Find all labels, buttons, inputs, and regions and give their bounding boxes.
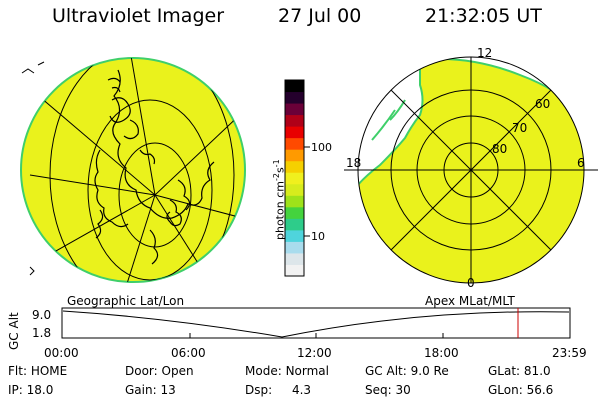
mlat-label-70: 70 [512, 121, 528, 135]
altitude-y-max: 9.0 [32, 308, 52, 322]
status-glon: GLon: 56.6 [488, 383, 554, 397]
colorbar-segment [285, 264, 304, 277]
colorbar-segment [285, 195, 304, 208]
image-date: 27 Jul 00 [278, 5, 362, 27]
colorbar-segment [285, 149, 304, 162]
status-mode: Mode: Normal [245, 364, 329, 378]
colorbar-segment [285, 103, 304, 116]
status-seq: Seq: 30 [365, 383, 411, 397]
mode-value: Normal [285, 364, 329, 378]
status-ip: IP: 18.0 [8, 383, 54, 397]
uv-image-disk-left [20, 57, 246, 283]
colorbar-segment [285, 241, 304, 254]
instrument-title: Ultraviolet Imager [52, 5, 225, 27]
mlt-label-18: 18 [346, 156, 362, 170]
gcalt-value: 9.0 Re [410, 364, 449, 378]
glat-value: 81.0 [523, 364, 551, 378]
status-gcalt: GC Alt: 9.0 Re [365, 364, 449, 378]
colorbar-segment [285, 91, 304, 104]
flt-value: HOME [30, 364, 68, 378]
coast-fragment-nw [21, 61, 45, 74]
colorbar-unit-label: photon cm-2s-1 [272, 159, 287, 240]
colorbar-segment [285, 160, 304, 173]
colorbar-segment [285, 183, 304, 196]
status-flt: Flt: HOME [8, 364, 68, 378]
coastlines [94, 69, 215, 265]
uv-image-disk-right [358, 58, 584, 283]
altitude-plot [61, 307, 571, 339]
x-tick-1800: 18:00 [424, 346, 459, 360]
x-tick-0000: 00:00 [44, 346, 79, 360]
coast-fragment-sw [29, 266, 35, 276]
glon-value: 56.6 [526, 383, 554, 397]
colorbar-segment [285, 172, 304, 185]
status-dsp: Dsp: 4.3 [245, 383, 312, 397]
x-tick-1200: 12:00 [297, 346, 332, 360]
colorbar-segment [285, 218, 304, 231]
magnetic-polar-plot [344, 56, 598, 284]
colorbar-segment [285, 229, 304, 242]
altitude-x-ticks [189, 333, 444, 338]
dsp-value: 4.3 [291, 383, 312, 397]
colorbar-segment [285, 206, 304, 219]
image-time: 21:32:05 UT [425, 5, 542, 27]
ip-value: 18.0 [26, 383, 54, 397]
mlt-label-6: 6 [577, 156, 585, 170]
mlat-label-80: 80 [492, 142, 508, 156]
mlt-label-12: 12 [477, 46, 493, 60]
colorbar-label-10: 10 [311, 230, 325, 243]
gain-value: 13 [160, 383, 176, 397]
colorbar-segment [285, 80, 304, 93]
colorbar-segment [285, 126, 304, 139]
status-gain: Gain: 13 [125, 383, 176, 397]
colorbar-segment [285, 114, 304, 127]
color-scale-frame [284, 79, 305, 277]
x-tick-0600: 06:00 [171, 346, 206, 360]
lat-lon-grid [21, 58, 245, 282]
mlat-mlt-grid [344, 56, 598, 284]
colorbar-segment [285, 137, 304, 150]
mlt-label-0: 0 [467, 276, 475, 290]
altitude-axis-title: GC Alt [7, 312, 21, 350]
status-glat: GLat: 81.0 [488, 364, 551, 378]
status-door: Door: Open [125, 364, 194, 378]
colorbar-label-100: 100 [311, 141, 332, 154]
geographic-caption: Geographic Lat/Lon [67, 294, 185, 308]
altitude-y-min: 1.8 [32, 326, 52, 340]
mlat-label-60: 60 [535, 97, 551, 111]
geographic-map [20, 57, 246, 283]
door-value: Open [161, 364, 194, 378]
apex-caption: Apex MLat/MLT [425, 294, 515, 308]
colorbar-segment [285, 252, 304, 265]
x-tick-2359: 23:59 [552, 346, 587, 360]
seq-value: 30 [395, 383, 411, 397]
altitude-curve [62, 310, 570, 338]
color-scale-bar [285, 80, 304, 277]
